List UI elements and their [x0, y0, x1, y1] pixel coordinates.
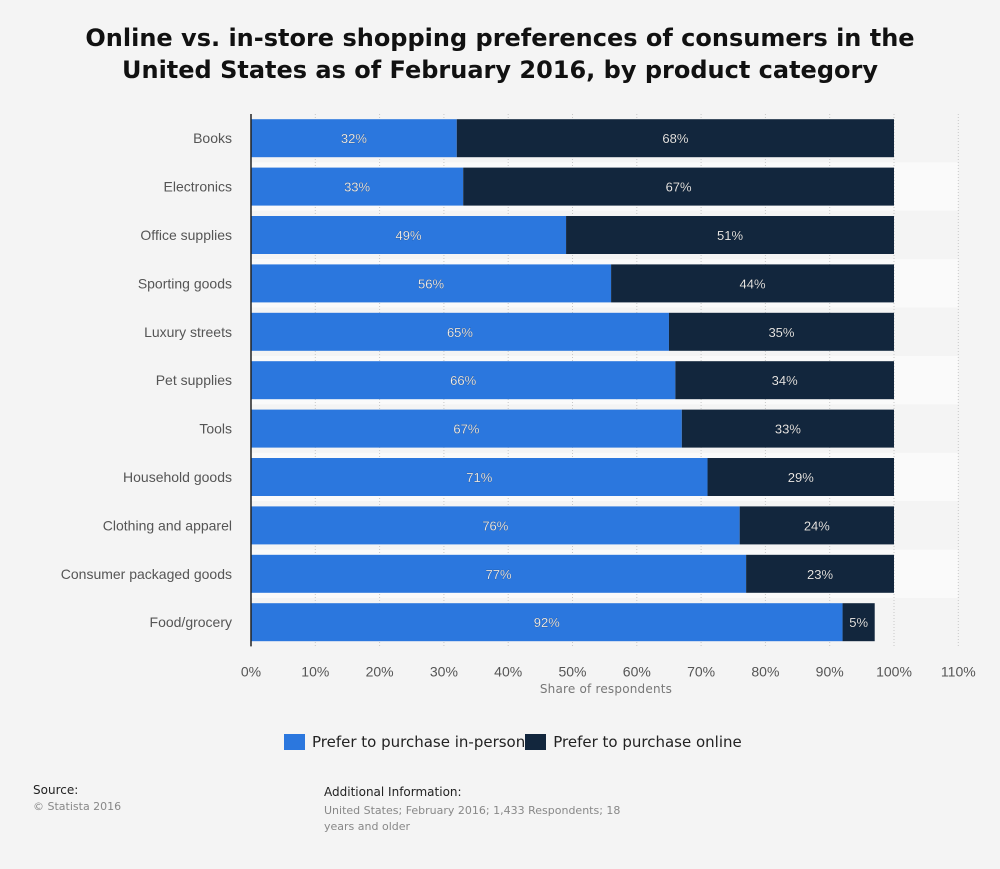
data-label: 24% [804, 518, 830, 533]
bar-in-person [251, 119, 457, 158]
data-label: 65% [447, 325, 473, 340]
data-label: 33% [775, 422, 801, 437]
data-label: 34% [772, 373, 798, 388]
bar-in-person [251, 458, 708, 496]
bar-online [681, 409, 894, 448]
bar-online [746, 554, 894, 593]
category-label: Luxury streets [144, 324, 232, 340]
data-label: 5% [849, 615, 868, 630]
x-tick-label: 80% [751, 663, 779, 679]
x-tick-label: 60% [623, 663, 651, 679]
legend: Prefer to purchase in-person Prefer to p… [284, 733, 742, 751]
bar-in-person [251, 312, 669, 351]
category-label: Consumer packaged goods [61, 566, 232, 582]
category-label: Books [193, 130, 232, 146]
data-label: 56% [418, 276, 444, 291]
data-label: 51% [717, 228, 743, 243]
bar-online [566, 216, 894, 254]
data-label: 29% [788, 470, 814, 485]
bar-online [668, 312, 894, 351]
x-tick-label: 20% [366, 663, 394, 679]
category-label: Clothing and apparel [103, 517, 232, 533]
source-label: Source: [33, 783, 79, 797]
data-label: 71% [466, 470, 492, 485]
legend-label-in-person: Prefer to purchase in-person [312, 733, 526, 751]
bar-online [707, 458, 894, 496]
x-tick-label: 10% [301, 663, 329, 679]
category-label: Household goods [123, 469, 232, 485]
source-text: © Statista 2016 [33, 800, 122, 813]
data-label: 23% [807, 567, 833, 582]
bar-in-person [251, 361, 676, 400]
additional-info-label: Additional Information: [324, 785, 462, 799]
x-axis-title: Share of respondents [539, 682, 673, 696]
data-label: 67% [666, 180, 692, 195]
x-tick-label: 30% [430, 663, 458, 679]
bar-online [739, 506, 894, 545]
category-label: Office supplies [140, 227, 232, 243]
x-tick-label: 70% [687, 663, 715, 679]
bar-online [456, 119, 894, 158]
data-label: 77% [486, 567, 512, 582]
data-label: 67% [453, 422, 479, 437]
data-label: 35% [768, 325, 794, 340]
category-label: Sporting goods [138, 275, 232, 291]
bar-online [463, 167, 894, 206]
bar-in-person [251, 167, 464, 206]
data-label: 44% [740, 276, 766, 291]
data-label: 49% [396, 228, 422, 243]
bar-in-person [251, 554, 747, 593]
data-label: 68% [662, 131, 688, 146]
bar-online [611, 264, 894, 303]
legend-swatch-online [525, 734, 547, 750]
bar-in-person [251, 409, 682, 448]
bar-in-person [251, 506, 740, 545]
legend-item-in-person[interactable]: Prefer to purchase in-person [284, 733, 525, 751]
data-label: 66% [450, 373, 476, 388]
x-tick-label: 100% [876, 663, 912, 679]
bar-online [675, 361, 894, 400]
category-label: Electronics [164, 179, 232, 195]
bar-in-person [251, 264, 612, 303]
bar-online [842, 603, 875, 642]
x-tick-label: 110% [941, 663, 976, 679]
x-tick-label: 90% [816, 663, 844, 679]
bar-chart: 32% 68% Books 33% 67% Electronics 49% 51% Office… [61, 114, 976, 679]
x-tick-label: 40% [494, 663, 522, 679]
category-label: Tools [199, 421, 232, 437]
category-label: Pet supplies [156, 372, 232, 388]
additional-info-text: United States; February 2016; 1,433 Resp… [324, 804, 621, 833]
data-label: 33% [344, 180, 370, 195]
data-label: 92% [534, 615, 560, 630]
bar-in-person [251, 603, 843, 642]
x-tick-label: 50% [558, 663, 586, 679]
bar-in-person [251, 216, 567, 254]
legend-swatch-in-person [284, 734, 305, 750]
x-tick-label: 0% [241, 663, 261, 679]
legend-item-online[interactable]: Prefer to purchase online [525, 733, 742, 751]
category-label: Food/grocery [150, 614, 232, 630]
data-label: 32% [341, 131, 367, 146]
legend-label-online: Prefer to purchase online [553, 733, 742, 751]
chart-title: Online vs. in-store shopping preferences… [85, 24, 915, 84]
data-label: 76% [482, 518, 508, 533]
